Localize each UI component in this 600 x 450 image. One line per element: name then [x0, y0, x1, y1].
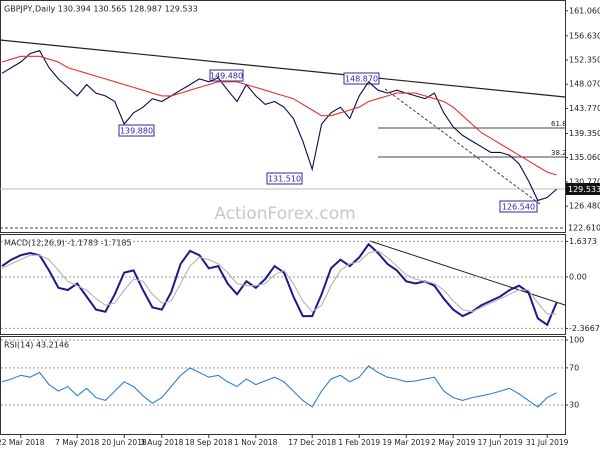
label-box	[266, 172, 303, 185]
rsi-panel	[0, 336, 566, 435]
trend-line	[0, 39, 566, 98]
annotation: 149.480	[210, 72, 243, 81]
y-tick-label: 156.630	[569, 31, 600, 40]
y-tick-label: 30	[569, 401, 579, 410]
series-line	[1, 365, 557, 408]
label-box	[499, 200, 538, 213]
annotation: 139.880	[120, 127, 153, 136]
macd-panel	[0, 234, 566, 335]
x-tick-label: 17 Dec 2018	[288, 438, 336, 447]
x-tick-label: 7 May 2018	[55, 438, 99, 447]
y-tick-label: 139.350	[569, 129, 600, 138]
fib-label: 61.8	[551, 120, 567, 128]
y-tick-label: 143.770	[569, 104, 600, 113]
y-tick-label: 1.6373	[569, 237, 597, 246]
annotation: 126.540	[502, 203, 535, 212]
price-label: 129.533	[568, 185, 600, 194]
watermark: ActionForex.com	[214, 204, 355, 224]
x-tick-label: 3 Aug 2018	[140, 438, 183, 447]
macd-trend-line	[369, 240, 566, 306]
x-tick-label: 17 Jun 2019	[478, 438, 523, 447]
y-tick-label: 100	[569, 335, 584, 344]
x-tick-label: 2 May 2019	[431, 438, 475, 447]
series-line	[1, 50, 557, 202]
macd-title: MACD(12,26,9) -1.1783 -1.7185	[4, 239, 132, 248]
series-line	[1, 55, 557, 176]
price-panel	[0, 0, 566, 233]
x-tick-label: 31 Jul 2019	[526, 438, 569, 447]
series-line	[1, 242, 558, 327]
x-tick-label: 19 Mar 2019	[382, 438, 430, 447]
annotation: 131.510	[268, 175, 301, 184]
y-tick-label: 130.770	[569, 177, 600, 186]
trend-line	[384, 88, 541, 205]
series-line	[1, 250, 557, 315]
label-box	[209, 69, 244, 82]
x-tick-label: 1 Nov 2018	[234, 438, 277, 447]
label-box	[118, 124, 155, 137]
y-tick-label: 152.350	[569, 56, 600, 65]
y-tick-label: 126.480	[569, 202, 600, 211]
y-tick-label: -2.3667	[569, 324, 600, 333]
fib-label: 38.2	[551, 149, 567, 157]
label-box	[343, 72, 380, 85]
x-tick-label: 20 Jun 2018	[102, 438, 147, 447]
y-tick-label: 0.00	[569, 272, 587, 281]
x-tick-label: 1 Feb 2019	[338, 438, 380, 447]
price-title: GBPJPY,Daily 130.394 130.565 128.987 129…	[4, 5, 198, 14]
support-label: 122.610	[568, 224, 600, 233]
y-tick-label: 148.070	[569, 80, 600, 89]
x-tick-label: 22 Mar 2018	[0, 438, 45, 447]
annotation: 148.870	[345, 75, 378, 84]
y-tick-label: 161.060	[569, 6, 600, 15]
x-tick-label: 18 Sep 2018	[185, 438, 233, 447]
price-box	[566, 183, 600, 195]
rsi-title: RSI(14) 43.2146	[4, 341, 69, 350]
y-tick-label: 135.060	[569, 153, 600, 162]
y-tick-label: 70	[569, 363, 579, 372]
